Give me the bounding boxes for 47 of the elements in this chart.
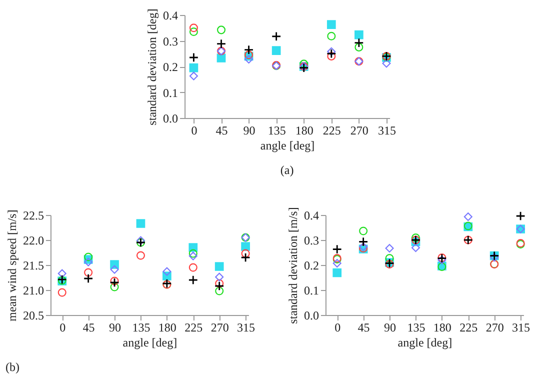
y-tick-label: 21.5 <box>22 258 44 272</box>
x-tick-label: 315 <box>378 124 396 138</box>
x-axis-title: angle [deg] <box>122 336 178 350</box>
y-tick-label: 22.0 <box>22 234 44 248</box>
x-tick-label: 90 <box>384 320 396 334</box>
x-tick-label: 180 <box>295 124 314 138</box>
x-tick-label: 90 <box>109 320 122 334</box>
x-tick-label: 135 <box>132 320 150 334</box>
x-tick-label: 0 <box>334 320 341 334</box>
y-axis-title: standard deviation [deg] <box>145 8 160 126</box>
x-tick-label: 270 <box>350 124 368 138</box>
x-tick-label: 225 <box>184 320 203 334</box>
x-tick-label: 270 <box>486 320 504 334</box>
y-tick-label: 21.0 <box>22 284 44 298</box>
x-tick-label: 135 <box>268 124 286 138</box>
x-tick-label: 315 <box>237 320 256 334</box>
y-tick-label: 0.2 <box>163 60 178 74</box>
x-tick-label: 0 <box>60 320 66 334</box>
y-tick-label: 0.2 <box>304 258 319 272</box>
y-tick-label: 0.0 <box>163 112 178 126</box>
x-tick-label: 315 <box>512 320 530 334</box>
x-axis-title: angle [deg] <box>398 336 452 350</box>
x-tick-label: 225 <box>460 320 478 334</box>
y-tick-label: 0.4 <box>304 208 319 222</box>
y-tick-label: 0.3 <box>304 234 319 248</box>
x-tick-label: 180 <box>158 320 176 334</box>
y-axis-title: standard deviation [m/s] <box>286 207 300 324</box>
x-axis-title: angle [deg] <box>260 138 315 152</box>
x-tick-label: 180 <box>433 320 452 334</box>
x-tick-label: 90 <box>243 124 256 138</box>
y-tick-label: 0.1 <box>163 86 178 100</box>
text: (b) <box>5 360 20 374</box>
x-tick-label: 45 <box>82 320 95 334</box>
x-tick-label: 225 <box>322 124 341 138</box>
x-tick-label: 45 <box>216 124 228 138</box>
y-tick-label: 0.4 <box>163 8 178 22</box>
text: (a) <box>280 163 294 177</box>
y-tick-label: 0.3 <box>163 34 178 48</box>
y-tick-label: 0.0 <box>304 308 319 322</box>
y-tick-label: 0.1 <box>304 284 319 298</box>
x-tick-label: 45 <box>358 320 370 334</box>
x-tick-label: 135 <box>407 320 426 334</box>
x-tick-label: 0 <box>191 124 198 138</box>
y-tick-label: 20.5 <box>22 308 44 322</box>
y-axis-title: mean wind speed [m/s] <box>4 210 19 322</box>
x-tick-label: 270 <box>210 320 229 334</box>
y-tick-label: 22.5 <box>22 208 44 222</box>
